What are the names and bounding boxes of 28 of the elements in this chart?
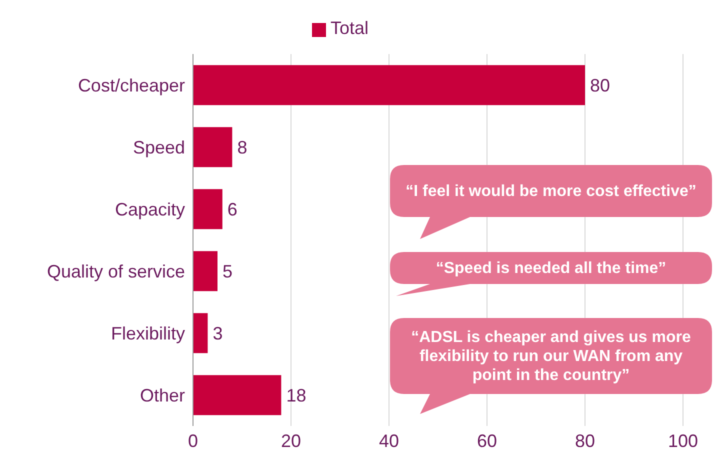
data-label: 6 <box>227 200 238 220</box>
bar <box>193 189 222 230</box>
x-tick-label: 20 <box>280 430 302 451</box>
x-tick-label: 40 <box>378 430 400 451</box>
annotation: “ADSL is cheaper and gives us more flexibility to run our WAN from any point in the country” <box>410 328 692 386</box>
bar <box>193 375 282 416</box>
annotation: “I feel it would be more cost effective” <box>404 182 698 202</box>
y-tick-label: Quality of service <box>46 261 185 282</box>
legend-label: Total <box>330 18 369 38</box>
bar <box>193 251 218 292</box>
data-label: 8 <box>237 138 248 158</box>
data-label: 80 <box>590 76 610 96</box>
x-tick-label: 80 <box>574 430 596 451</box>
bar <box>193 65 585 106</box>
x-tick-label: 100 <box>668 430 698 451</box>
data-label: 5 <box>222 262 233 282</box>
x-tick-label: 60 <box>476 430 498 451</box>
bar <box>193 127 232 168</box>
bar <box>193 313 208 354</box>
y-tick-label: Other <box>140 385 185 406</box>
y-tick-label: Flexibility <box>110 323 185 344</box>
y-tick-label: Speed <box>132 137 185 158</box>
data-label: 18 <box>286 386 306 406</box>
data-label: 3 <box>212 324 223 344</box>
annotation: “Speed is needed all the time” <box>434 258 668 278</box>
x-tick-label: 0 <box>188 430 198 451</box>
y-tick-label: Capacity <box>114 199 185 220</box>
y-tick-label: Cost/cheaper <box>78 75 186 96</box>
